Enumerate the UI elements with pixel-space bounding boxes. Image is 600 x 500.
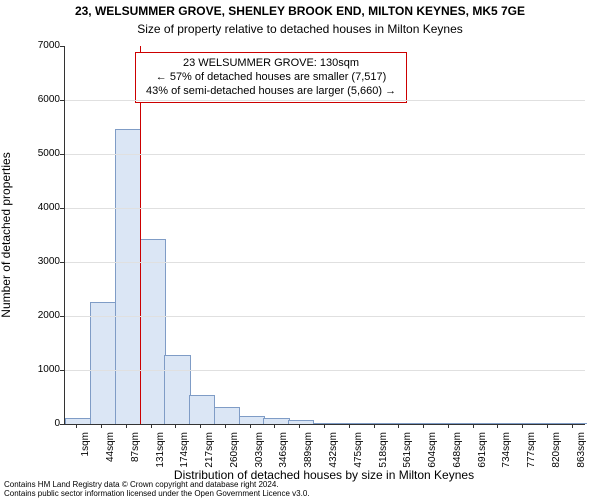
- xtick-label: 432sqm: [328, 432, 339, 468]
- gridline: [65, 316, 585, 317]
- xtick-mark: [225, 424, 226, 428]
- histogram-bar: [288, 420, 314, 424]
- xtick-mark: [349, 424, 350, 428]
- xtick-mark: [547, 424, 548, 428]
- xtick-label: 389sqm: [303, 432, 314, 468]
- xtick-mark: [299, 424, 300, 428]
- histogram-bar: [164, 355, 190, 424]
- gridline: [65, 208, 585, 209]
- ytick-mark: [60, 316, 64, 317]
- histogram-bar: [511, 423, 537, 424]
- xtick-label: 217sqm: [204, 432, 215, 468]
- histogram-bar: [387, 423, 413, 424]
- histogram-bar: [461, 423, 487, 424]
- ytick-label: 0: [10, 418, 60, 429]
- ytick-label: 1000: [10, 364, 60, 375]
- xtick-label: 260sqm: [229, 432, 240, 468]
- xtick-mark: [423, 424, 424, 428]
- histogram-bar: [313, 423, 339, 424]
- histogram-bar: [140, 239, 166, 424]
- annotation-box: 23 WELSUMMER GROVE: 130sqm ← 57% of deta…: [135, 52, 407, 103]
- histogram-bar: [338, 423, 364, 424]
- ytick-mark: [60, 208, 64, 209]
- ytick-mark: [60, 46, 64, 47]
- xtick-label: 303sqm: [254, 432, 265, 468]
- xtick-label: 518sqm: [378, 432, 389, 468]
- xtick-mark: [151, 424, 152, 428]
- y-axis-label: Number of detached properties: [0, 152, 13, 317]
- xtick-label: 648sqm: [452, 432, 463, 468]
- histogram-bar: [362, 423, 388, 424]
- histogram-bar: [486, 423, 512, 424]
- xtick-mark: [324, 424, 325, 428]
- xtick-mark: [76, 424, 77, 428]
- footer: Contains HM Land Registry data © Crown c…: [4, 480, 310, 498]
- histogram-bar: [90, 302, 116, 425]
- histogram-bar: [437, 423, 463, 424]
- gridline: [65, 262, 585, 263]
- xtick-mark: [497, 424, 498, 428]
- xtick-mark: [398, 424, 399, 428]
- xtick-label: 131sqm: [155, 432, 166, 468]
- xtick-label: 44sqm: [105, 432, 116, 462]
- xtick-label: 174sqm: [179, 432, 190, 468]
- histogram-bar: [65, 418, 91, 424]
- page: 23, WELSUMMER GROVE, SHENLEY BROOK END, …: [0, 0, 600, 500]
- xtick-mark: [448, 424, 449, 428]
- histogram-bar: [189, 395, 215, 424]
- ytick-label: 2000: [10, 310, 60, 321]
- footer-line-2: Contains public sector information licen…: [4, 489, 310, 498]
- xtick-mark: [175, 424, 176, 428]
- annotation-text-2: ← 57% of detached houses are smaller (7,…: [146, 71, 396, 85]
- xtick-mark: [522, 424, 523, 428]
- xtick-label: 475sqm: [353, 432, 364, 468]
- ytick-label: 4000: [10, 202, 60, 213]
- ytick-mark: [60, 154, 64, 155]
- xtick-mark: [572, 424, 573, 428]
- histogram-bar: [263, 418, 289, 424]
- histogram-bar: [412, 423, 438, 424]
- ytick-mark: [60, 424, 64, 425]
- histogram-bar: [115, 129, 141, 424]
- xtick-label: 1sqm: [80, 432, 91, 456]
- xtick-mark: [374, 424, 375, 428]
- gridline: [65, 100, 585, 101]
- gridline: [65, 154, 585, 155]
- ytick-label: 3000: [10, 256, 60, 267]
- xtick-mark: [473, 424, 474, 428]
- xtick-label: 820sqm: [551, 432, 562, 468]
- xtick-mark: [250, 424, 251, 428]
- histogram-bar: [239, 416, 265, 424]
- ytick-mark: [60, 370, 64, 371]
- ytick-mark: [60, 262, 64, 263]
- title-line-2: Size of property relative to detached ho…: [0, 22, 600, 36]
- xtick-label: 346sqm: [278, 432, 289, 468]
- plot-area: 23 WELSUMMER GROVE: 130sqm ← 57% of deta…: [64, 46, 585, 425]
- xtick-mark: [101, 424, 102, 428]
- xtick-mark: [274, 424, 275, 428]
- ytick-label: 6000: [10, 94, 60, 105]
- xtick-mark: [200, 424, 201, 428]
- xtick-label: 604sqm: [427, 432, 438, 468]
- gridline: [65, 370, 585, 371]
- xtick-label: 863sqm: [576, 432, 587, 468]
- histogram-bar: [536, 423, 562, 424]
- xtick-label: 691sqm: [477, 432, 488, 468]
- xtick-mark: [126, 424, 127, 428]
- xtick-label: 561sqm: [402, 432, 413, 468]
- xtick-label: 777sqm: [526, 432, 537, 468]
- ytick-label: 5000: [10, 148, 60, 159]
- annotation-text-1: 23 WELSUMMER GROVE: 130sqm: [146, 57, 396, 71]
- footer-line-1: Contains HM Land Registry data © Crown c…: [4, 480, 310, 489]
- ytick-label: 7000: [10, 40, 60, 51]
- xtick-label: 734sqm: [501, 432, 512, 468]
- histogram-bar: [214, 407, 240, 424]
- title-line-1: 23, WELSUMMER GROVE, SHENLEY BROOK END, …: [0, 4, 600, 18]
- annotation-text-3: 43% of semi-detached houses are larger (…: [146, 85, 396, 99]
- histogram-bar: [560, 423, 586, 424]
- ytick-mark: [60, 100, 64, 101]
- xtick-label: 87sqm: [130, 432, 141, 462]
